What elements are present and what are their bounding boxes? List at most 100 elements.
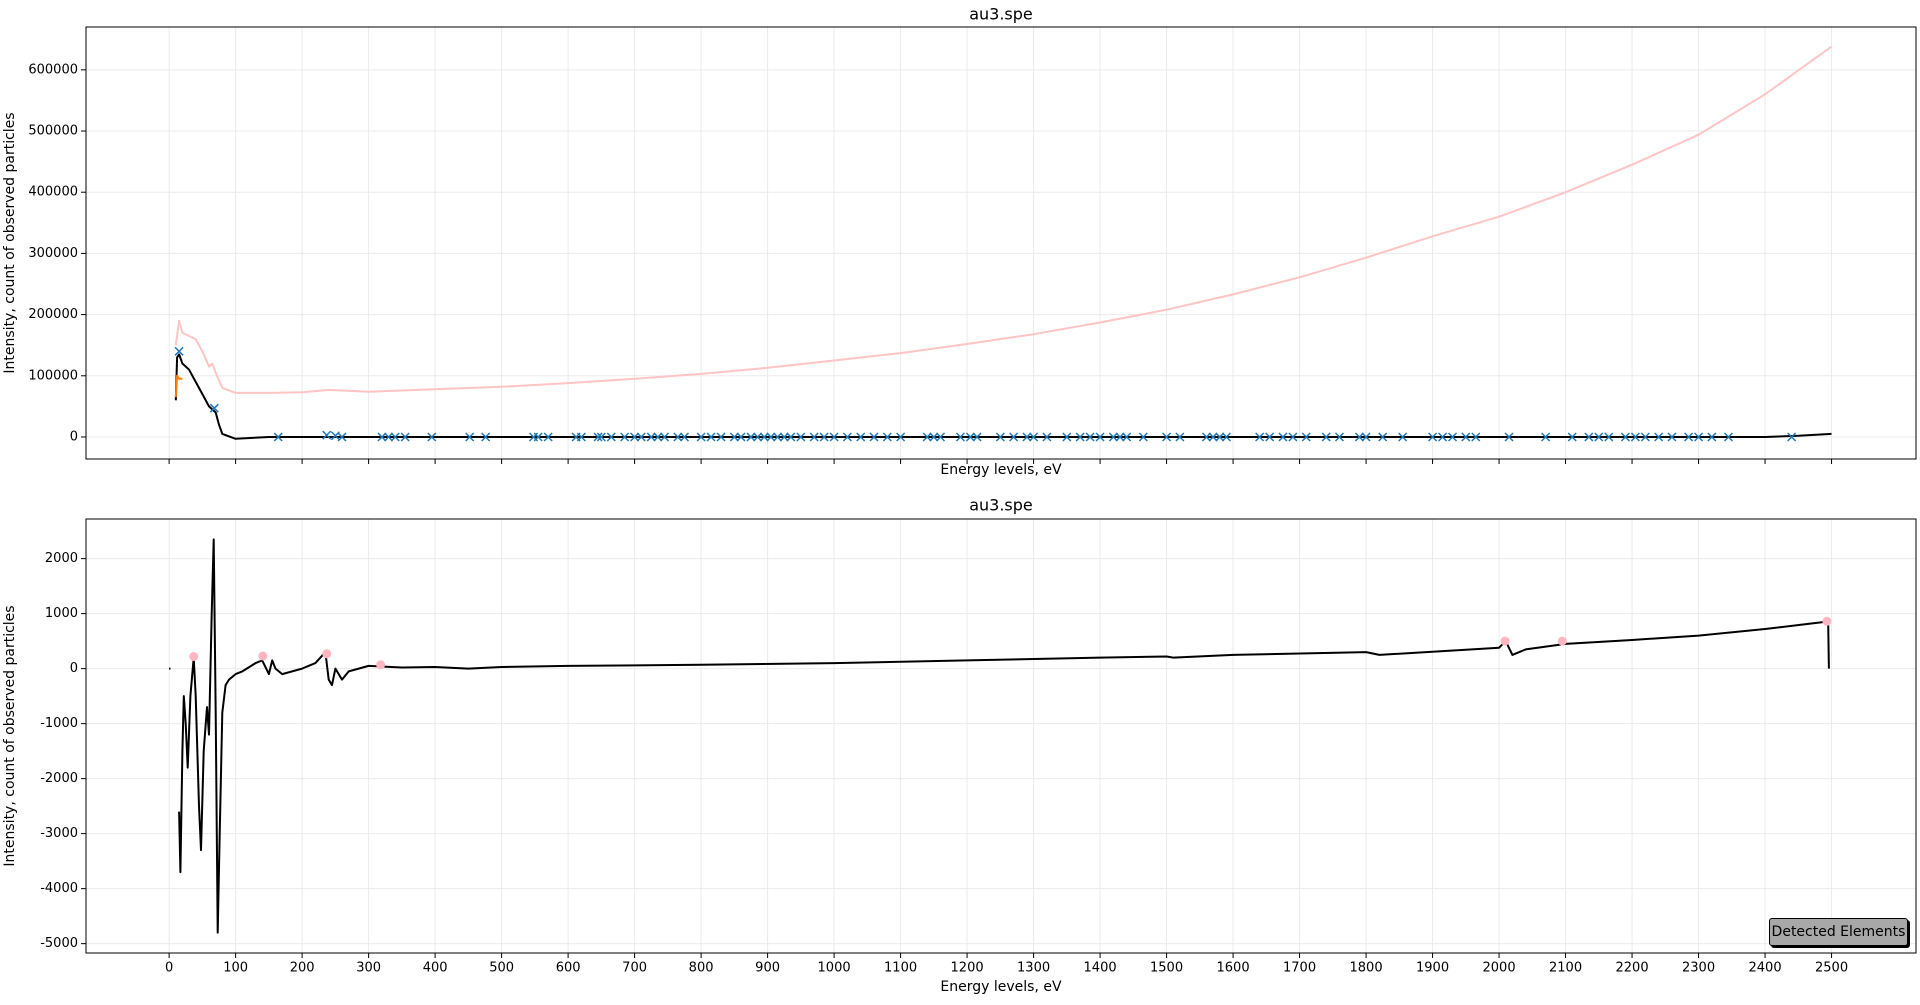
x-marker	[929, 432, 939, 442]
x-marker	[576, 432, 586, 442]
x-marker	[1334, 432, 1345, 442]
x-tick-label: 2200	[1616, 961, 1649, 976]
x-marker	[1085, 432, 1095, 442]
x-marker	[1122, 432, 1132, 442]
x-marker	[1471, 432, 1481, 442]
x-marker	[696, 432, 706, 442]
x-marker	[1461, 432, 1471, 442]
x-marker	[543, 432, 553, 442]
x-marker	[620, 432, 630, 442]
x-marker	[819, 432, 829, 442]
x-marker	[1175, 432, 1185, 442]
x-tick-label: 0	[165, 961, 173, 976]
x-tick-label: 1300	[1017, 961, 1050, 976]
x-marker	[1684, 432, 1694, 442]
x-marker	[646, 432, 656, 442]
y-axis-label: Intensity, count of observed particles	[2, 112, 18, 373]
y-tick-label: -2000	[40, 771, 78, 786]
x-marker	[1723, 432, 1734, 442]
x-marker	[596, 432, 606, 442]
x-marker	[1095, 432, 1105, 442]
x-marker	[481, 432, 491, 442]
x-tick-label: 1200	[951, 961, 984, 976]
x-marker	[1278, 432, 1288, 442]
x-marker	[1707, 432, 1717, 442]
x-tick-label: 100	[223, 961, 248, 976]
detected-elements-button[interactable]: Detected Elements	[1769, 918, 1908, 946]
y-axis-label: Intensity, count of observed particles	[2, 605, 18, 866]
x-tick-label: 800	[689, 961, 714, 976]
x-marker	[1604, 432, 1614, 442]
x-marker	[1201, 432, 1212, 442]
dot-marker	[1557, 636, 1567, 646]
y-tick-label: 600000	[28, 62, 78, 77]
x-axis-label: Energy levels, eV	[940, 462, 1062, 478]
x-tick-label: 500	[489, 961, 514, 976]
y-tick-label: 200000	[28, 307, 78, 322]
x-marker	[1354, 432, 1364, 442]
x-marker	[659, 432, 670, 442]
x-marker	[786, 432, 796, 442]
dot-marker	[1500, 636, 1510, 646]
x-axis-label: Energy levels, eV	[940, 979, 1062, 995]
x-marker	[653, 432, 663, 442]
x-marker	[1398, 432, 1408, 442]
y-tick-label: 400000	[28, 185, 78, 200]
x-marker	[829, 432, 839, 442]
x-marker	[922, 432, 932, 442]
x-tick-label: 1100	[884, 961, 917, 976]
x-tick-label: 1700	[1283, 961, 1316, 976]
x-marker	[779, 432, 789, 442]
x-marker	[377, 432, 387, 442]
x-marker	[706, 432, 716, 442]
x-marker	[1162, 432, 1172, 442]
x-marker	[716, 432, 726, 442]
x-marker	[533, 432, 543, 442]
line	[174, 374, 183, 398]
x-marker	[1654, 432, 1664, 442]
x-marker	[1667, 432, 1677, 442]
x-tick-label: 1000	[818, 961, 851, 976]
line	[169, 538, 1830, 934]
x-tick-label: 1800	[1350, 961, 1383, 976]
x-marker	[390, 432, 400, 442]
dot-marker	[1822, 616, 1832, 626]
x-marker	[1075, 432, 1085, 442]
x-marker	[729, 432, 739, 442]
dot-marker	[189, 652, 199, 662]
x-marker	[1301, 432, 1311, 442]
x-marker	[746, 432, 756, 442]
x-marker	[1378, 432, 1388, 442]
x-marker	[1215, 432, 1225, 442]
x-tick-label: 600	[556, 961, 581, 976]
x-tick-label: 200	[290, 961, 315, 976]
x-marker	[882, 432, 892, 442]
x-marker	[1009, 432, 1019, 442]
x-marker	[593, 432, 603, 442]
x-marker	[935, 432, 946, 442]
x-marker	[736, 432, 746, 442]
x-marker	[384, 432, 394, 442]
x-marker	[1620, 432, 1630, 442]
x-tick-label: 1600	[1217, 961, 1250, 976]
x-tick-label: 300	[356, 961, 381, 976]
x-marker	[766, 432, 776, 442]
x-marker	[1208, 432, 1218, 442]
x-tick-label: 2300	[1682, 961, 1715, 976]
x-marker	[273, 432, 283, 442]
chart-title: au3.spe	[969, 496, 1033, 515]
x-marker	[209, 403, 219, 413]
x-marker	[337, 432, 347, 442]
line	[174, 45, 1833, 394]
y-tick-label: 0	[70, 429, 78, 444]
x-marker	[1428, 432, 1438, 442]
x-marker	[1504, 432, 1514, 442]
x-marker	[630, 432, 640, 442]
y-tick-label: -1000	[40, 716, 78, 731]
x-tick-label: 900	[755, 961, 780, 976]
x-marker	[955, 432, 965, 442]
x-marker	[869, 432, 879, 442]
y-tick-label: 500000	[28, 124, 78, 139]
x-marker	[753, 432, 763, 442]
y-tick-label: 100000	[28, 368, 78, 383]
